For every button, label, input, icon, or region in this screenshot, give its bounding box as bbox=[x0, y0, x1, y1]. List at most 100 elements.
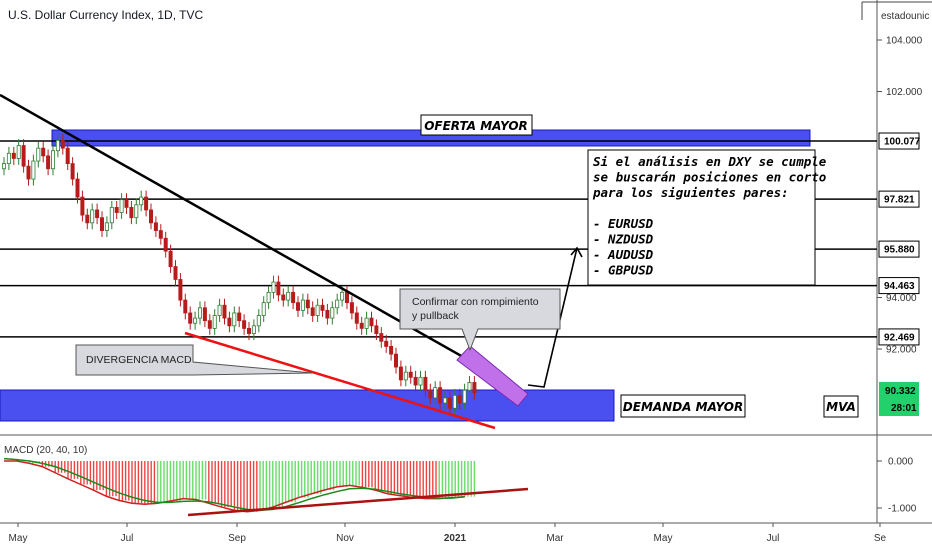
candle-body bbox=[423, 376, 428, 391]
time-tick-label: Mar bbox=[546, 533, 564, 544]
candle-body bbox=[153, 222, 158, 231]
time-tick-label: 2021 bbox=[444, 533, 467, 544]
candle-body bbox=[413, 376, 418, 386]
price-tick-label: 94.000 bbox=[886, 293, 917, 304]
note-line: - EURUSD bbox=[593, 216, 654, 231]
candle-body bbox=[418, 376, 423, 386]
candle-body bbox=[286, 291, 291, 301]
candle-body bbox=[197, 307, 202, 319]
last-price-countdown: 28:01 bbox=[891, 403, 917, 414]
demand-zone-label-box bbox=[620, 394, 746, 418]
level-price-label bbox=[878, 190, 920, 208]
candle-body bbox=[344, 291, 349, 304]
candle-body bbox=[55, 140, 60, 152]
candle-body bbox=[256, 315, 261, 327]
candle-body bbox=[398, 366, 403, 381]
supply-zone-label: OFERTA MAYOR bbox=[424, 119, 528, 133]
confirm-callout-bubble bbox=[399, 288, 561, 352]
candle-body bbox=[36, 147, 41, 162]
candle-body bbox=[359, 322, 364, 329]
candle-body bbox=[119, 199, 124, 213]
candle-body bbox=[266, 291, 271, 304]
confirm-callout-line-1: Confirmar con rompimiento bbox=[412, 296, 539, 308]
candle-body bbox=[315, 304, 320, 316]
macd-signal-line bbox=[3, 457, 465, 512]
candle-body bbox=[193, 317, 198, 324]
candle-body bbox=[188, 312, 193, 324]
candle-body bbox=[335, 299, 340, 309]
candle-body bbox=[90, 209, 95, 224]
candle-body bbox=[261, 302, 266, 316]
note-line: se buscarán posiciones en corto bbox=[593, 170, 826, 185]
level-price-label bbox=[878, 277, 920, 295]
candle-body bbox=[163, 237, 168, 252]
candle-body bbox=[340, 291, 345, 301]
candle-body bbox=[168, 250, 173, 267]
time-tick-label: May bbox=[654, 533, 673, 544]
candle-body bbox=[330, 307, 335, 319]
candle-body bbox=[212, 315, 217, 329]
candle-body bbox=[246, 327, 251, 334]
candle-body bbox=[291, 291, 296, 304]
pullback-zone bbox=[456, 345, 529, 407]
candle-body bbox=[222, 304, 227, 319]
candle-body bbox=[183, 299, 188, 314]
note-line: - GBPUSD bbox=[593, 263, 654, 278]
candle-body bbox=[403, 371, 408, 381]
candle-body bbox=[158, 230, 163, 239]
candle-body bbox=[364, 317, 369, 329]
candle-body bbox=[271, 281, 276, 293]
price-tick-label: 102.000 bbox=[886, 87, 923, 98]
time-tick-label: Jul bbox=[121, 533, 134, 544]
level-price-label bbox=[878, 132, 920, 150]
macd-divergence-line bbox=[187, 487, 529, 517]
macd-histogram bbox=[28, 461, 476, 512]
candle-body bbox=[11, 152, 16, 159]
candle-body bbox=[75, 178, 80, 198]
candle-body bbox=[467, 382, 472, 391]
macd-title: MACD (20, 40, 10) bbox=[4, 445, 87, 456]
time-tick-label: May bbox=[9, 533, 28, 544]
candle-body bbox=[173, 266, 178, 280]
candle-body bbox=[369, 317, 374, 327]
header-label: estadounic bbox=[881, 11, 929, 22]
candle-body bbox=[242, 320, 247, 329]
candle-body bbox=[393, 353, 398, 368]
candle-body bbox=[320, 304, 325, 311]
level-price-text: 95.880 bbox=[884, 245, 915, 256]
time-axis-ticks: May Jul Sep Nov 2021 Mar May Jul Se bbox=[9, 523, 887, 544]
candle-body bbox=[472, 382, 477, 394]
candle-body bbox=[300, 299, 305, 311]
divergence-callout-label: DIVERGENCIA MACD bbox=[86, 354, 192, 366]
mva-tag-box bbox=[823, 395, 859, 418]
candle-body bbox=[447, 397, 452, 409]
level-price-label bbox=[878, 240, 920, 258]
candle-body bbox=[114, 206, 119, 213]
candle-body bbox=[109, 206, 114, 224]
price-levels: 100.077 97.821 95.880 94.463 92.469 bbox=[0, 132, 921, 346]
last-price-value: 90.332 bbox=[885, 386, 916, 397]
level-price-text: 94.463 bbox=[884, 281, 915, 292]
candle-body bbox=[144, 196, 149, 211]
candle-body bbox=[452, 394, 457, 409]
candle-body bbox=[281, 294, 286, 301]
candle-body bbox=[207, 320, 212, 329]
candle-body bbox=[46, 155, 51, 170]
candle-body bbox=[295, 302, 300, 311]
candle-body bbox=[65, 147, 70, 164]
candle-body bbox=[374, 325, 379, 334]
candle-body bbox=[104, 222, 109, 231]
candle-body bbox=[41, 147, 46, 157]
candle-body bbox=[148, 209, 153, 224]
candle-body bbox=[2, 163, 7, 170]
divergence-callout-bubble bbox=[75, 344, 313, 376]
note-line: - NZDUSD bbox=[593, 232, 654, 247]
candle-body bbox=[457, 394, 462, 404]
price-tick-label: 104.000 bbox=[886, 36, 923, 47]
candle-body bbox=[16, 145, 21, 159]
level-price-text: 97.821 bbox=[884, 195, 915, 206]
candle-body bbox=[202, 307, 207, 322]
